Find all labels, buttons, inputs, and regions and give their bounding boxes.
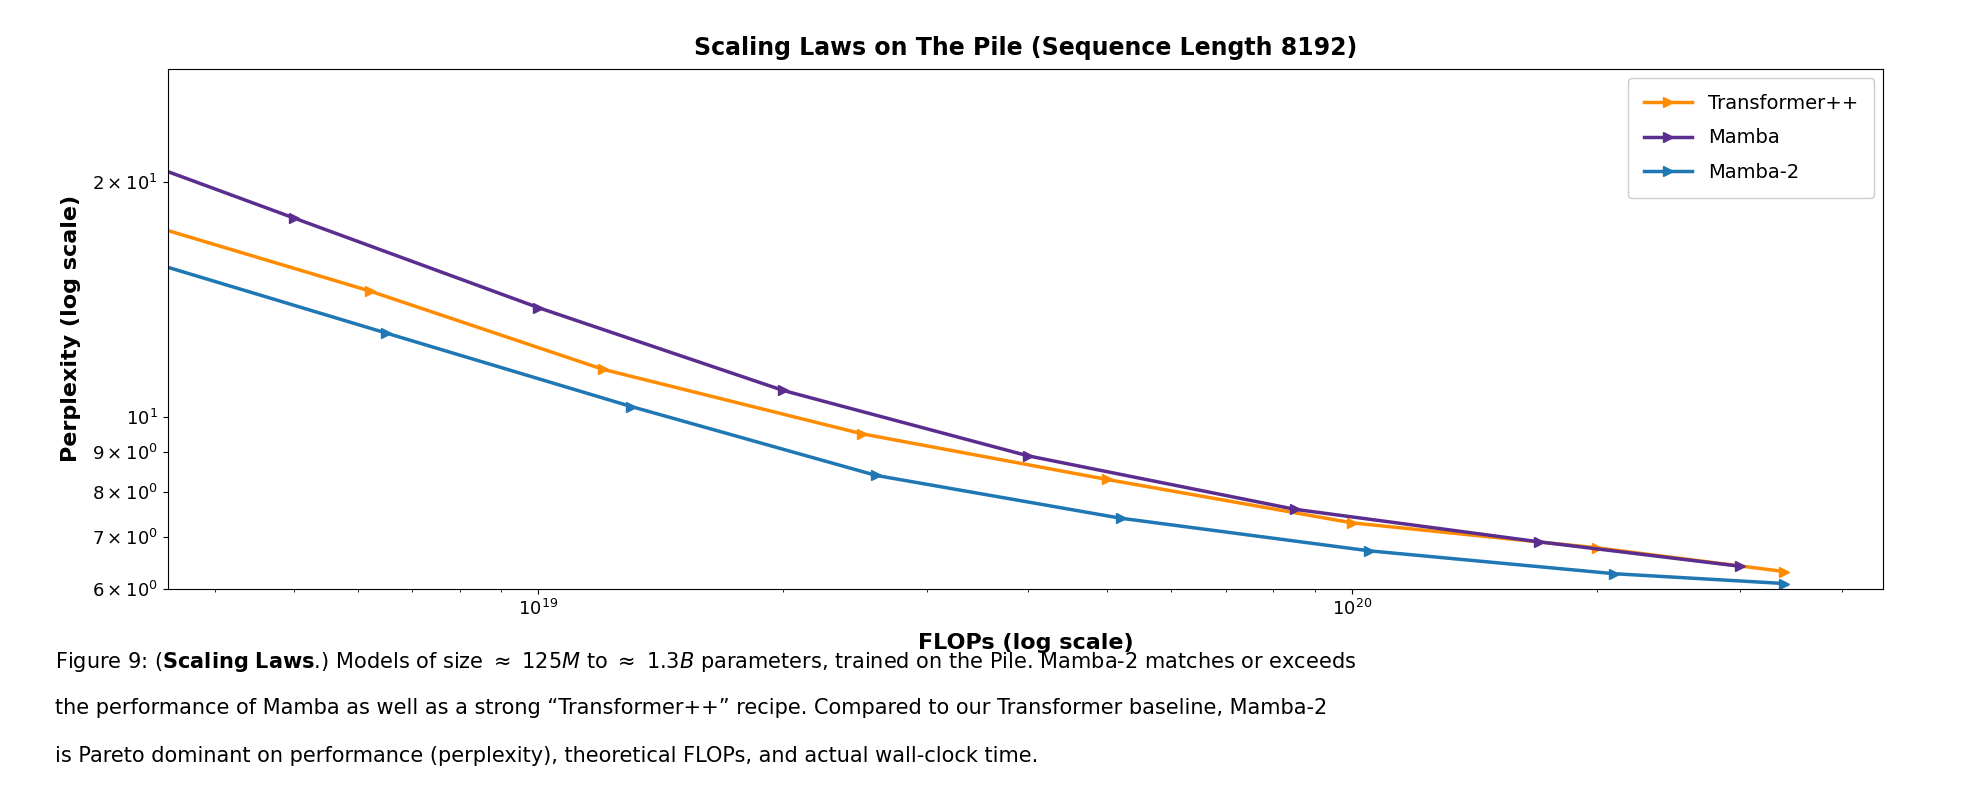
Transformer++ [1094,475,1118,484]
Text: the performance of Mamba as well as a strong “Transformer++” recipe. Compared to: the performance of Mamba as well as a st… [55,698,1327,718]
Line: Mamba: Mamba [43,123,1745,571]
Transformer++ [1585,543,1609,553]
Line: Mamba-2: Mamba-2 [130,253,1789,588]
Mamba-2 [124,253,148,262]
Transformer++ [1773,567,1796,576]
Mamba-2 [1773,579,1796,588]
Mamba [37,123,61,132]
Y-axis label: Perplexity (log scale): Perplexity (log scale) [61,195,81,462]
Mamba [1727,562,1751,571]
Mamba [1016,451,1039,461]
Mamba-2 [1601,569,1625,579]
Mamba-2 [619,402,643,412]
X-axis label: FLOPs (log scale): FLOPs (log scale) [917,633,1134,653]
Mamba [282,213,306,223]
Mamba [527,303,550,312]
Mamba-2 [864,470,887,480]
Mamba-2 [375,328,398,338]
Mamba [1528,537,1552,546]
Transformer++ [1341,518,1365,528]
Text: is Pareto dominant on performance (perplexity), theoretical FLOPs, and actual wa: is Pareto dominant on performance (perpl… [55,746,1039,767]
Transformer++ [101,209,124,219]
Mamba [771,386,795,395]
Mamba-2 [1357,546,1380,556]
Line: Transformer++: Transformer++ [108,209,1789,576]
Mamba-2 [1108,513,1132,523]
Transformer++ [850,429,874,439]
Text: Figure 9: ($\mathbf{Scaling\ Laws}$.) Models of size $\approx$ 125$M$ to $\appro: Figure 9: ($\mathbf{Scaling\ Laws}$.) Mo… [55,650,1357,674]
Title: Scaling Laws on The Pile (Sequence Length 8192): Scaling Laws on The Pile (Sequence Lengt… [694,36,1357,60]
Transformer++ [357,286,381,296]
Legend: Transformer++, Mamba, Mamba-2: Transformer++, Mamba, Mamba-2 [1629,78,1873,198]
Mamba [1282,504,1305,514]
Transformer++ [592,365,615,374]
